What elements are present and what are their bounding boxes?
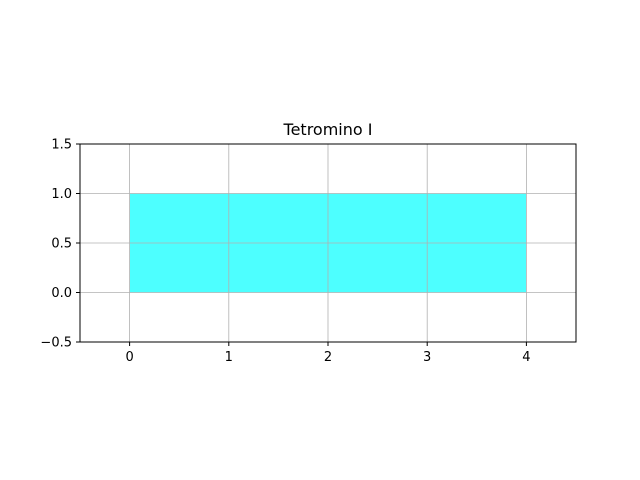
grid-layer: [80, 143, 576, 343]
x-tick-label: 1: [225, 350, 233, 365]
x-tick-label: 2: [324, 350, 332, 365]
x-tick-label: 4: [522, 350, 530, 365]
chart-title: Tetromino I: [283, 120, 373, 139]
y-tick-label: −0.5: [40, 336, 72, 351]
y-tick-label: 0.5: [51, 237, 72, 252]
y-tick-label: 0.0: [51, 286, 72, 301]
x-tick-label: 3: [423, 350, 431, 365]
tick-layer: 0 1 2 3 4 −0.5 0.0 0.5 1.0 1.5: [40, 138, 530, 366]
y-tick-label: 1.5: [51, 138, 72, 153]
x-tick-label: 0: [125, 350, 133, 365]
y-tick-label: 1.0: [51, 187, 72, 202]
